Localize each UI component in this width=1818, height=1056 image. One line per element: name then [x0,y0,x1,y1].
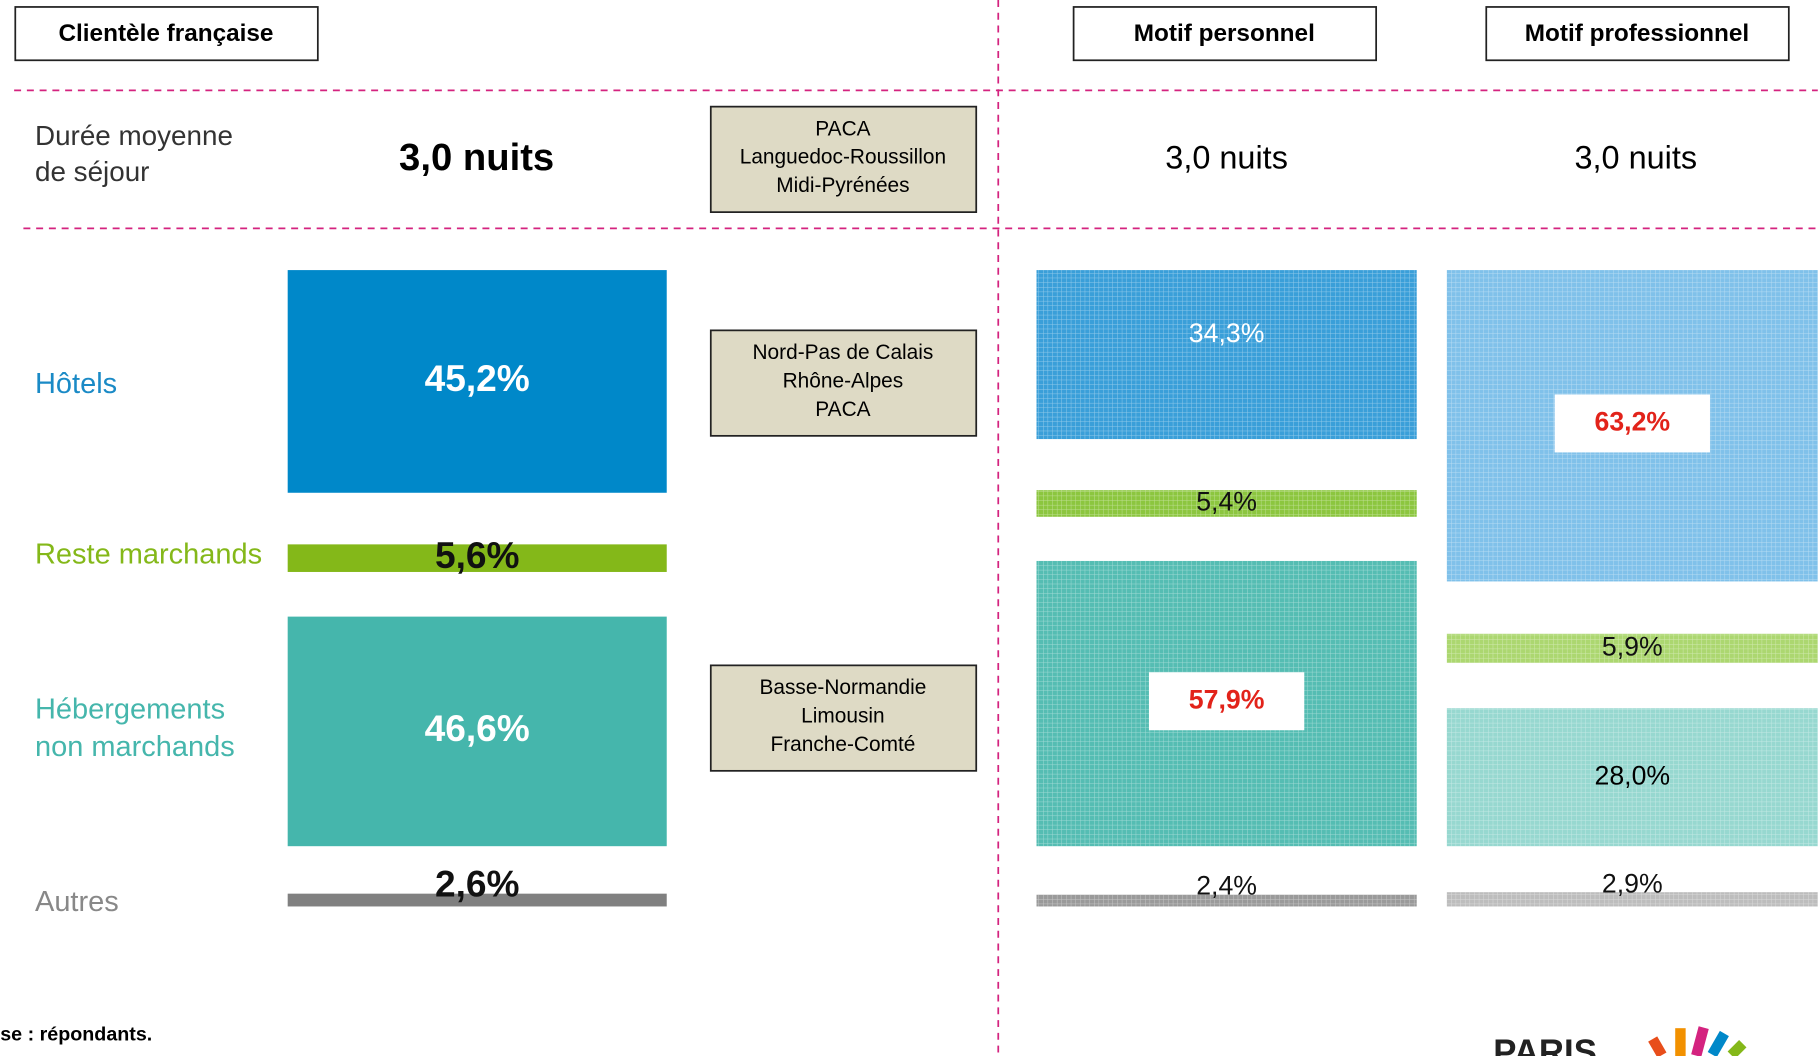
logo: PARIS [1493,1034,1597,1056]
region-name: Midi-Pyrénées [776,174,909,197]
category-label-box: Reste marchands [34,537,263,571]
header-box [1072,6,1378,62]
header-box [14,6,319,62]
bar-texture [1036,270,1417,440]
highlight-box [1148,672,1305,731]
region-name: PACA [815,398,870,421]
logo-petal [1707,1030,1729,1056]
bar-texture [1446,892,1818,907]
duration-value: 3,0 nuits [1165,140,1288,176]
value-label: 2,9% [1602,868,1663,898]
region-name: Limousin [801,704,884,727]
header-column: Motif personnel [1134,20,1315,47]
region-box [709,329,978,437]
region-name: Nord-Pas de Calais [752,341,933,364]
category-label-box: Hébergements non marchands [34,692,235,763]
bar-texture [1036,894,1417,907]
bar-texture [1036,490,1417,517]
value-label: 46,6% [425,707,530,749]
logo-petal [1648,1036,1667,1056]
bar-texture [1446,633,1818,663]
duration-value: 3,0 nuits [399,136,554,179]
bar [287,616,667,847]
logo-petal [1675,1028,1686,1056]
region-name: PACA [815,117,870,140]
category-label: Hôtels [34,367,118,400]
region-box [709,105,978,213]
bar [287,893,667,907]
footer-note: se : répondants. [0,1023,152,1045]
highlight-box [1554,394,1710,453]
value-label: 5,6% [435,534,520,576]
value-label: 2,4% [1196,871,1257,901]
value-label: 45,2% [425,357,530,399]
category-label-box: Autres [34,885,119,918]
header-box [1485,6,1790,62]
region-name: Rhône-Alpes [783,369,904,392]
header-title: Clientèle française [58,20,273,47]
value-label: 34,3% [1189,318,1265,348]
dividers [14,0,1818,1056]
category-label: Reste marchands [34,537,263,571]
value-label: 5,9% [1602,631,1663,661]
category-label: Autres [34,885,119,918]
logo-petal [1727,1040,1747,1056]
region-box [709,664,978,772]
value-label: 28,0% [1595,760,1671,790]
value-label: 2,6% [435,863,520,905]
bar [287,544,667,572]
bar-texture [1446,708,1818,847]
duration-label: Durée moyenne de séjour [34,120,233,189]
logo-petal [1691,1026,1709,1056]
category-label-box: Hôtels [34,367,118,400]
header-column: Motif professionnel [1525,20,1749,47]
value-label: 63,2% [1595,406,1671,436]
duration-label-box: Durée moyenne de séjour [34,120,233,189]
region-name: Franche-Comté [770,733,915,756]
value-label: 57,9% [1189,684,1265,714]
value-label: 5,4% [1196,487,1257,517]
category-label: Hébergements non marchands [34,692,235,763]
logo-mark [1648,1026,1747,1056]
region-name: Basse-Normandie [759,676,926,699]
region-name: Languedoc-Roussillon [740,146,946,169]
bar [287,270,667,493]
duration-value: 3,0 nuits [1574,140,1697,176]
